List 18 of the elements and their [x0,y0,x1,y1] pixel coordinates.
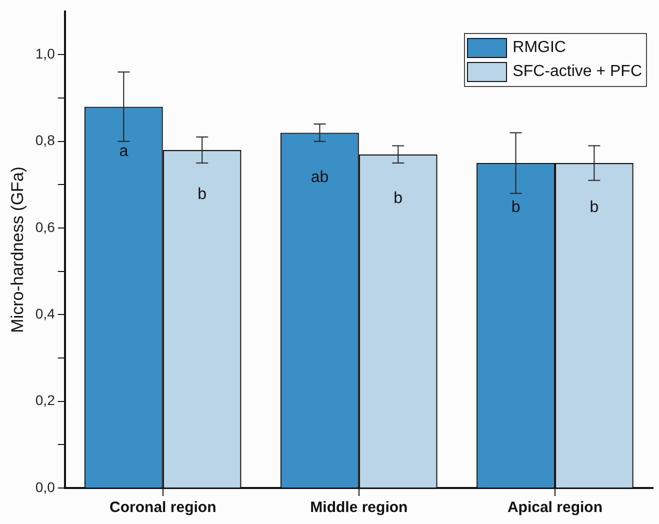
y-tick-label: 0,6 [35,218,56,235]
y-tick-label: 1,0 [35,46,56,62]
data-label: a [119,142,128,160]
y-tick-label: 0,4 [35,306,56,322]
legend-label: RMGIC [512,39,566,58]
data-label: b [511,199,520,216]
y-tick-label: 0,8 [35,132,56,148]
x-tick-label: Middle region [310,499,408,516]
y-tick-label: 0,0 [35,478,56,495]
x-tick-label: Coronal region [110,499,216,516]
data-label: b [394,190,403,208]
data-label: ab [310,168,329,186]
data-label: b [198,186,207,204]
x-tick-label: Apical region [507,499,602,516]
data-label: b [590,199,599,216]
y-tick-label: 0,2 [35,392,56,408]
legend-label: SFC-active + PFC [512,63,642,82]
y-axis-title: Micro-hardness (GFa) [8,166,27,333]
